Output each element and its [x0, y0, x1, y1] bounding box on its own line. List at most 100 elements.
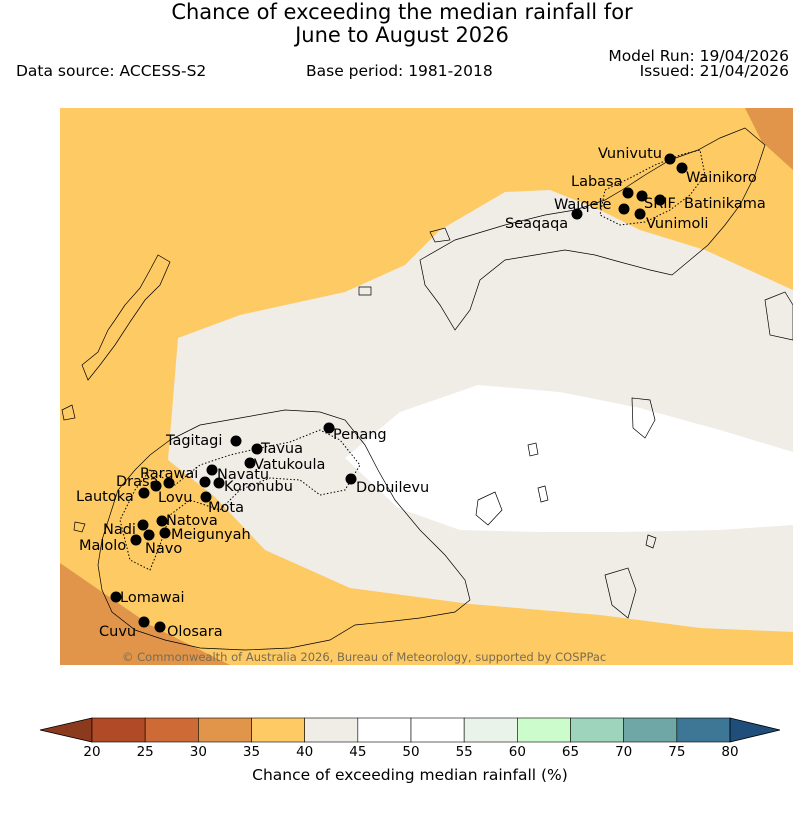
title-line-1: Chance of exceeding the median rainfall … — [171, 0, 633, 24]
station-label-dobuilevu: Dobuilevu — [356, 480, 429, 496]
station-marker-penang — [323, 422, 335, 434]
station-label-koronubu: Koronubu — [224, 479, 293, 495]
data-source: Data source: ACCESS-S2 — [16, 62, 207, 80]
station-marker-lomawai — [110, 591, 122, 603]
colorbar-tick-35: 35 — [242, 744, 261, 760]
colorbar-segment-35 — [251, 717, 305, 743]
station-marker-navatu — [199, 476, 211, 488]
station-label-malolo: Malolo — [79, 538, 126, 554]
region-30-35-northeast — [745, 108, 793, 170]
station-label-tagitagi: Tagitagi — [165, 433, 222, 449]
station-label-seaqaqa: Seaqaqa — [505, 216, 568, 232]
station-label-vunimoli: Vunimoli — [646, 216, 708, 232]
station-marker-vatukoula — [244, 457, 256, 469]
region-45-55 — [345, 385, 793, 532]
station-marker-cuvu — [138, 616, 150, 628]
colorbar — [39, 717, 781, 743]
island-small-3 — [537, 485, 549, 503]
station-label-rarawai: Rarawai — [140, 466, 198, 482]
station-label-penang: Penang — [333, 427, 387, 443]
station-marker-rarawai — [206, 464, 218, 476]
station-label-tavua: Tavua — [260, 441, 303, 457]
island-small-1 — [358, 286, 372, 296]
station-marker-malolo — [130, 534, 142, 546]
colorbar-segment-45 — [357, 717, 412, 743]
colorbar-title: Chance of exceeding median rainfall (%) — [252, 766, 568, 784]
district-boundaries — [119, 149, 706, 571]
map-panel — [60, 108, 793, 665]
station-label-waiqele: Waiqele — [554, 197, 611, 213]
title-line-2: June to August 2026 — [295, 23, 509, 47]
station-markers: VunivutuWainikoroLabasaWaiqeleSRIFBatini… — [76, 146, 766, 640]
station-marker-waiqele — [618, 203, 630, 215]
station-label-labasa: Labasa — [571, 174, 623, 190]
island-small-2 — [61, 404, 76, 421]
station-label-cuvu: Cuvu — [99, 624, 136, 640]
station-marker-koronubu — [213, 477, 225, 489]
colorbar-tick-20: 20 — [83, 744, 101, 760]
station-marker-meigunyah — [159, 527, 171, 539]
station-label-lautoka: Lautoka — [76, 489, 134, 505]
colorbar-segment-25 — [144, 717, 199, 743]
station-marker-tagitagi — [230, 435, 242, 447]
colorbar-tick-70: 70 — [615, 744, 633, 760]
coastlines — [61, 127, 793, 651]
station-label-vatukoula: Vatukoula — [254, 457, 325, 473]
station-label-natova: Natova — [166, 513, 218, 529]
island-small-5 — [73, 521, 86, 533]
station-marker-nadi — [137, 519, 149, 531]
island-small-6 — [645, 534, 657, 549]
model-run: Model Run: 19/04/2026 — [608, 47, 789, 65]
vanua-levu-coast — [419, 127, 766, 331]
colorbar-segment-55 — [463, 717, 518, 743]
island-taveuni — [764, 291, 793, 341]
station-label-wainikoro: Wainikoro — [686, 170, 757, 186]
colorbar-segment-65 — [570, 717, 624, 743]
yasawa-islands — [81, 254, 171, 381]
station-label-olosara: Olosara — [167, 624, 223, 640]
colorbar-segment-20 — [91, 717, 146, 743]
colorbar-tick-40: 40 — [296, 744, 314, 760]
base-period: Base period: 1981-2018 — [306, 62, 493, 80]
station-marker-vunimoli — [634, 208, 646, 220]
station-marker-natova — [156, 515, 168, 527]
station-marker-dobuilevu — [345, 473, 357, 485]
island-koro — [475, 491, 503, 526]
island-small-4 — [527, 442, 539, 457]
station-label-lovu: Lovu — [158, 490, 192, 506]
station-marker-mota — [200, 491, 212, 503]
colorbar-tick-80: 80 — [721, 744, 739, 760]
station-label-batinikama: Batinikama — [684, 196, 766, 212]
station-marker-srif — [636, 190, 648, 202]
colorbar-tick-65: 65 — [561, 744, 580, 760]
viti-levu-coast — [97, 409, 471, 651]
colorbar-tick-75: 75 — [668, 744, 686, 760]
copyright-notice: © Commonwealth of Australia 2026, Bureau… — [122, 650, 606, 664]
colorbar-tick-55: 55 — [455, 744, 473, 760]
station-marker-tavua — [251, 443, 263, 455]
colorbar-segment-70 — [623, 717, 678, 743]
colorbar-segment-75 — [676, 717, 731, 743]
colorbar-segment-60 — [517, 717, 571, 743]
station-marker-olosara — [154, 621, 166, 633]
station-marker-lovu — [138, 487, 150, 499]
station-marker-drasa — [163, 477, 175, 489]
colorbar-segment-30 — [198, 717, 252, 743]
colorbar-extend-low — [39, 717, 93, 743]
station-label-vunivutu: Vunivutu — [598, 146, 662, 162]
station-label-drasa: Drasa — [116, 474, 158, 490]
colorbar-tick-25: 25 — [136, 744, 154, 760]
issued-date: Issued: 21/04/2026 — [639, 62, 789, 80]
island-gau — [604, 567, 637, 619]
colorbar-segment-50 — [410, 717, 465, 743]
northern-district-boundary — [599, 149, 706, 226]
colorbar-segment-40 — [304, 717, 359, 743]
western-district-boundary — [119, 429, 361, 571]
region-30-35-southwest — [60, 563, 230, 665]
station-label-lomawai: Lomawai — [120, 590, 184, 606]
station-marker-batinikama — [654, 194, 666, 206]
colorbar-tick-60: 60 — [508, 744, 526, 760]
station-marker-labasa — [622, 187, 634, 199]
island-ovalau — [631, 397, 656, 439]
